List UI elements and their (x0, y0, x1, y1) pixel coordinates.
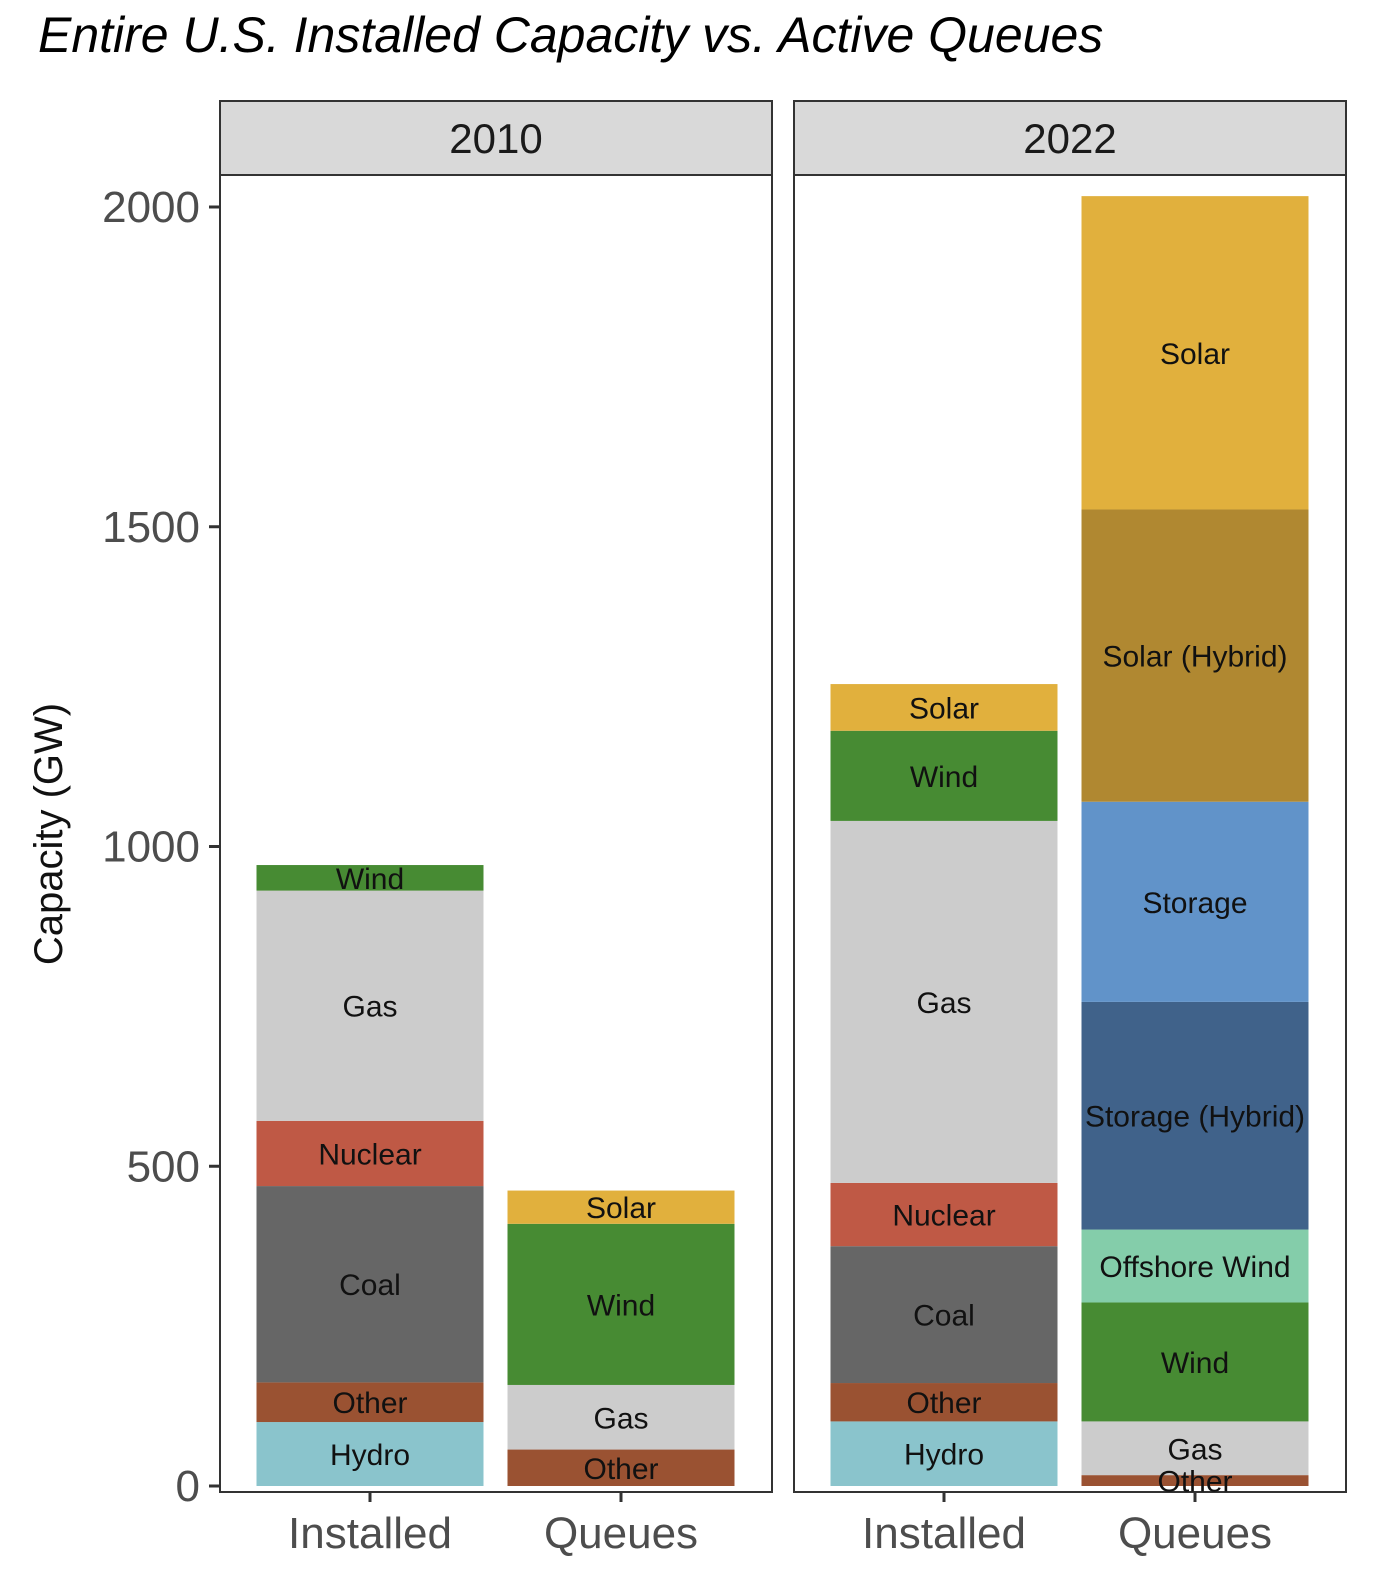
bar-segment-2010-installed-other (256, 1382, 484, 1423)
y-tick-label-500: 500 (127, 1142, 200, 1191)
segment-label-2010-installed-gas: Gas (342, 991, 397, 1024)
facet-label-2022: 2022 (1023, 115, 1116, 162)
bar-segment-2022-installed-coal (830, 1246, 1058, 1384)
x-tick-label-2010-installed: Installed (288, 1509, 452, 1558)
segment-label-2022-installed-hydro: Hydro (904, 1439, 984, 1472)
bar-segment-2010-queues-other (507, 1449, 735, 1486)
x-tick-label-2022-queues: Queues (1118, 1509, 1272, 1558)
segment-label-2022-queues-storage: Storage (1142, 887, 1247, 920)
bar-segment-2010-queues-solar (507, 1190, 735, 1224)
bar-segment-2022-installed-nuclear (830, 1182, 1058, 1247)
segment-label-2010-queues-wind: Wind (587, 1289, 655, 1322)
segment-label-2010-installed-other: Other (332, 1387, 407, 1420)
segment-label-2022-installed-nuclear: Nuclear (892, 1200, 995, 1233)
y-tick-label-1000: 1000 (102, 823, 200, 872)
bar-segment-2022-queues-offshore-wind (1081, 1229, 1309, 1303)
segment-label-2022-queues-offshore-wind: Offshore Wind (1099, 1251, 1290, 1284)
segment-labels: Hydro Other Coal Nuclear Gas Wind Other Gas Wind… (318, 338, 1305, 1499)
segment-label-2022-installed-coal: Coal (913, 1300, 975, 1333)
y-tick-label-1500: 1500 (102, 503, 200, 552)
bar-segment-2022-queues-storage-hybrid (1081, 1001, 1309, 1230)
y-tick-label-0: 0 (176, 1462, 200, 1511)
y-tick-label-2000: 2000 (102, 183, 200, 232)
facet-strip-2022 (793, 100, 1347, 176)
bar-segment-2022-queues-gas (1081, 1421, 1309, 1476)
axes: Installed Queues Installed Queues 0 500 1000 15… (27, 183, 1272, 1558)
segment-label-2022-queues-gas: Gas (1167, 1433, 1222, 1466)
bar-segment-2022-queues-wind (1081, 1302, 1309, 1422)
bar-segment-2010-installed-hydro (256, 1422, 484, 1486)
bar-segment-2022-queues-storage (1081, 801, 1309, 1002)
segment-label-2022-installed-other: Other (906, 1387, 981, 1420)
segment-label-2010-queues-solar: Solar (586, 1192, 656, 1225)
bar-segment-2010-installed-gas (256, 890, 484, 1121)
chart-title: Entire U.S. Installed Capacity vs. Activ… (38, 7, 1104, 63)
bar-segment-2022-installed-wind (830, 730, 1058, 821)
segment-label-2010-installed-nuclear: Nuclear (318, 1138, 421, 1171)
segment-label-2022-queues-solar-hybrid: Solar (Hybrid) (1102, 641, 1287, 674)
bar-segment-2022-installed-hydro (830, 1421, 1058, 1486)
bar-segment-2010-queues-gas (507, 1384, 735, 1450)
bar-segment-2022-queues-other (1081, 1475, 1309, 1486)
segment-label-2010-installed-wind: Wind (336, 863, 404, 896)
bar-segments (256, 196, 1309, 1486)
segment-label-2022-queues-storage-hybrid: Storage (Hybrid) (1085, 1101, 1305, 1134)
bar-segment-2010-installed-coal (256, 1186, 484, 1383)
segment-label-2010-queues-other: Other (583, 1453, 658, 1486)
segment-label-2022-queues-solar: Solar (1160, 338, 1230, 371)
bar-segment-2022-installed-other (830, 1383, 1058, 1422)
bar-segment-2022-installed-solar (830, 684, 1058, 731)
bar-segment-2010-queues-wind (507, 1223, 735, 1385)
segment-label-2022-queues-wind: Wind (1161, 1347, 1229, 1380)
segment-label-2022-installed-solar: Solar (909, 692, 979, 725)
segment-label-2010-queues-gas: Gas (593, 1402, 648, 1435)
segment-label-2010-installed-coal: Coal (339, 1269, 401, 1302)
facet-label-2010: 2010 (449, 115, 542, 162)
bar-segment-2022-installed-gas (830, 820, 1058, 1183)
segment-label-2022-installed-wind: Wind (910, 761, 978, 794)
bar-segment-2010-installed-wind (256, 865, 484, 891)
y-axis-title: Capacity (GW) (27, 703, 71, 965)
bar-segment-2010-installed-nuclear (256, 1120, 484, 1187)
bar-segment-2022-queues-solar (1081, 196, 1309, 510)
facet-strip-2010 (219, 100, 773, 176)
x-tick-label-2022-installed: Installed (862, 1509, 1026, 1558)
bar-segment-2022-queues-solar-hybrid (1081, 509, 1309, 802)
x-tick-label-2010-queues: Queues (544, 1509, 698, 1558)
segment-label-2010-installed-hydro: Hydro (330, 1439, 410, 1472)
segment-label-2022-installed-gas: Gas (916, 987, 971, 1020)
